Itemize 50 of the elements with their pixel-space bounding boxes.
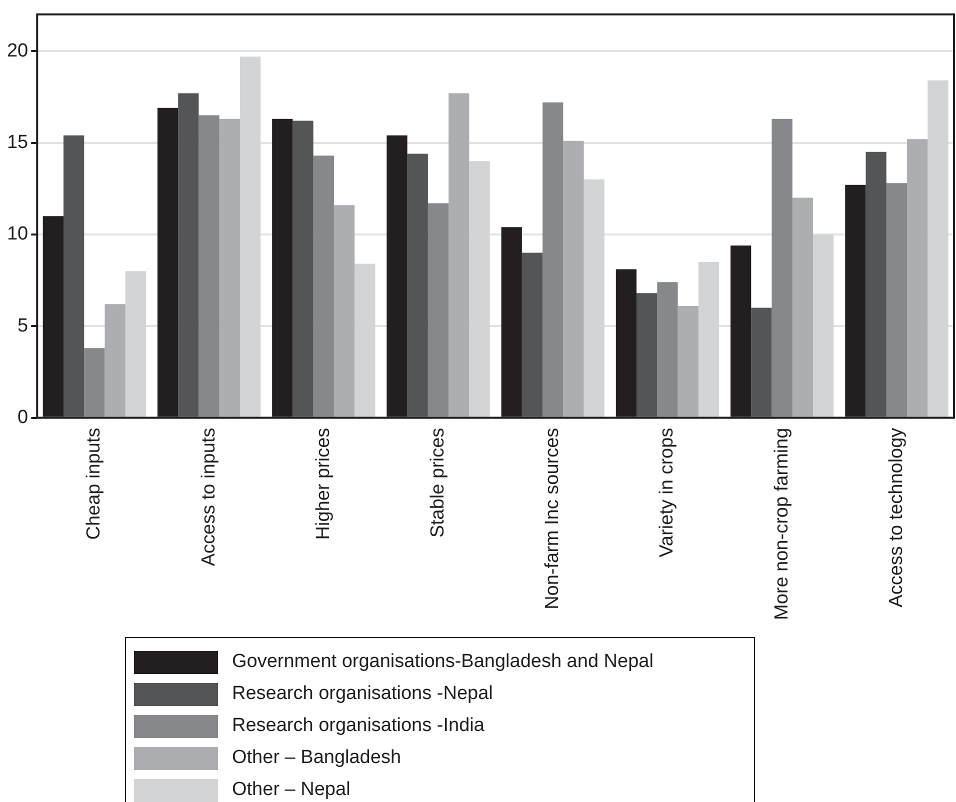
bar	[334, 205, 355, 417]
legend-label: Research organisations -India	[232, 715, 484, 737]
bar	[907, 139, 928, 417]
bar	[354, 264, 376, 417]
bar	[522, 252, 543, 417]
bar	[428, 203, 449, 417]
bar	[240, 56, 261, 417]
x-tick-label: Access to inputs	[198, 428, 220, 566]
bar	[84, 348, 105, 417]
bar	[657, 282, 678, 417]
bar	[584, 179, 604, 417]
bar	[178, 93, 199, 417]
bar	[469, 161, 490, 417]
bar	[448, 93, 470, 417]
legend-label: Other – Nepal	[232, 779, 350, 801]
bar	[198, 115, 220, 417]
bar	[636, 293, 658, 417]
legend-label: Research organisations -Nepal	[232, 683, 493, 705]
bar	[772, 118, 792, 417]
x-tick-label: More non-crop farming	[771, 428, 792, 620]
bar	[928, 80, 948, 417]
legend-label: Government organisations-Bangladesh and Nepal	[232, 651, 654, 673]
bar	[292, 120, 314, 417]
y-tick-label: 5	[18, 315, 28, 336]
bar	[563, 140, 584, 417]
x-tick-label: Access to technology	[886, 427, 907, 608]
x-tick-label: Stable prices	[427, 428, 448, 538]
bar	[125, 271, 146, 417]
y-tick-label: 10	[6, 224, 28, 245]
bar	[792, 198, 814, 417]
bar	[407, 154, 428, 417]
bar	[313, 156, 334, 417]
bar	[219, 118, 240, 417]
legend-label: Other – Bangladesh	[232, 747, 402, 769]
bar	[63, 135, 84, 417]
bar	[542, 102, 564, 417]
bar	[866, 152, 886, 417]
y-tick-label: 15	[6, 132, 28, 153]
y-tick-label: 0	[18, 407, 28, 428]
y-tick-label: 20	[6, 40, 28, 62]
bar	[698, 262, 720, 417]
x-tick-label: Non-farm Inc sources	[542, 428, 564, 610]
bar	[886, 183, 908, 417]
x-tick-label: Higher prices	[312, 428, 334, 540]
bar	[751, 308, 772, 417]
x-tick-label: Cheap inputs	[84, 428, 105, 540]
bar	[813, 234, 834, 417]
x-tick-label: Variety in crops	[656, 428, 678, 558]
bar	[104, 304, 126, 417]
bar	[678, 306, 698, 417]
